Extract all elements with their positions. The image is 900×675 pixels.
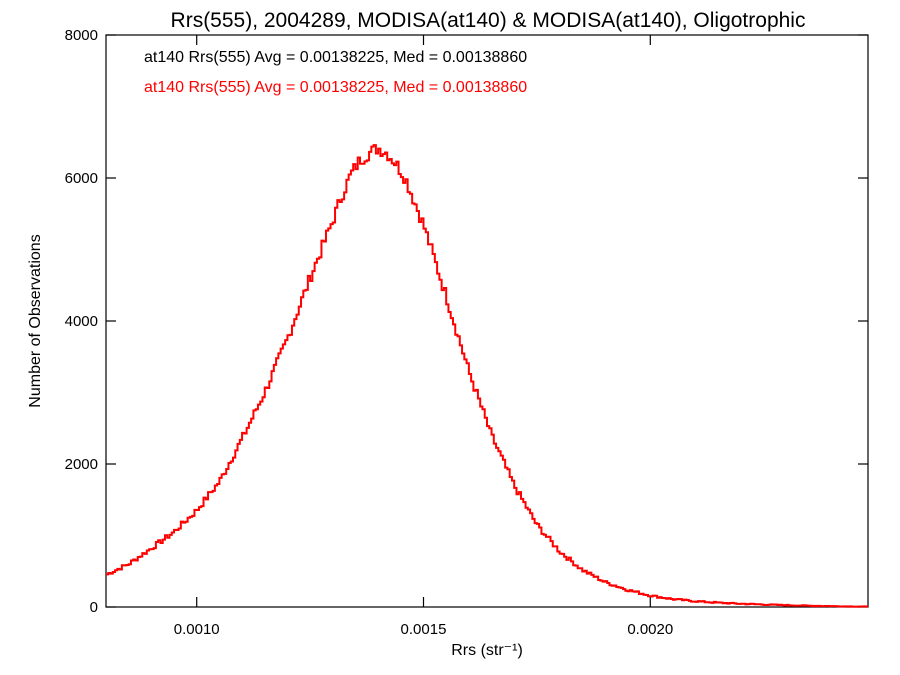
x-tick-label: 0.0010	[174, 621, 220, 638]
histogram-series-line	[106, 144, 868, 608]
x-tick-label: 0.0015	[401, 621, 447, 638]
legend-entry-red: at140 Rrs(555) Avg = 0.00138225, Med = 0…	[144, 79, 527, 96]
y-tick-label: 6000	[65, 170, 98, 187]
legend-entry-black: at140 Rrs(555) Avg = 0.00138225, Med = 0…	[144, 49, 527, 66]
y-tick-label: 0	[90, 599, 98, 616]
x-axis-ticks: 0.0010 0.0015 0.0020	[174, 35, 673, 638]
y-tick-label: 8000	[65, 27, 98, 44]
y-tick-label: 4000	[65, 313, 98, 330]
y-axis-label: Number of Observations	[27, 234, 44, 407]
chart-title: Rrs(555), 2004289, MODISA(at140) & MODIS…	[171, 9, 806, 32]
y-axis-ticks: 0 2000 4000 6000 8000	[65, 27, 868, 616]
plot-frame	[105, 34, 869, 608]
y-tick-label: 2000	[65, 456, 98, 473]
x-tick-label: 0.0020	[627, 621, 673, 638]
x-axis-label: Rrs (str⁻¹)	[451, 642, 523, 659]
